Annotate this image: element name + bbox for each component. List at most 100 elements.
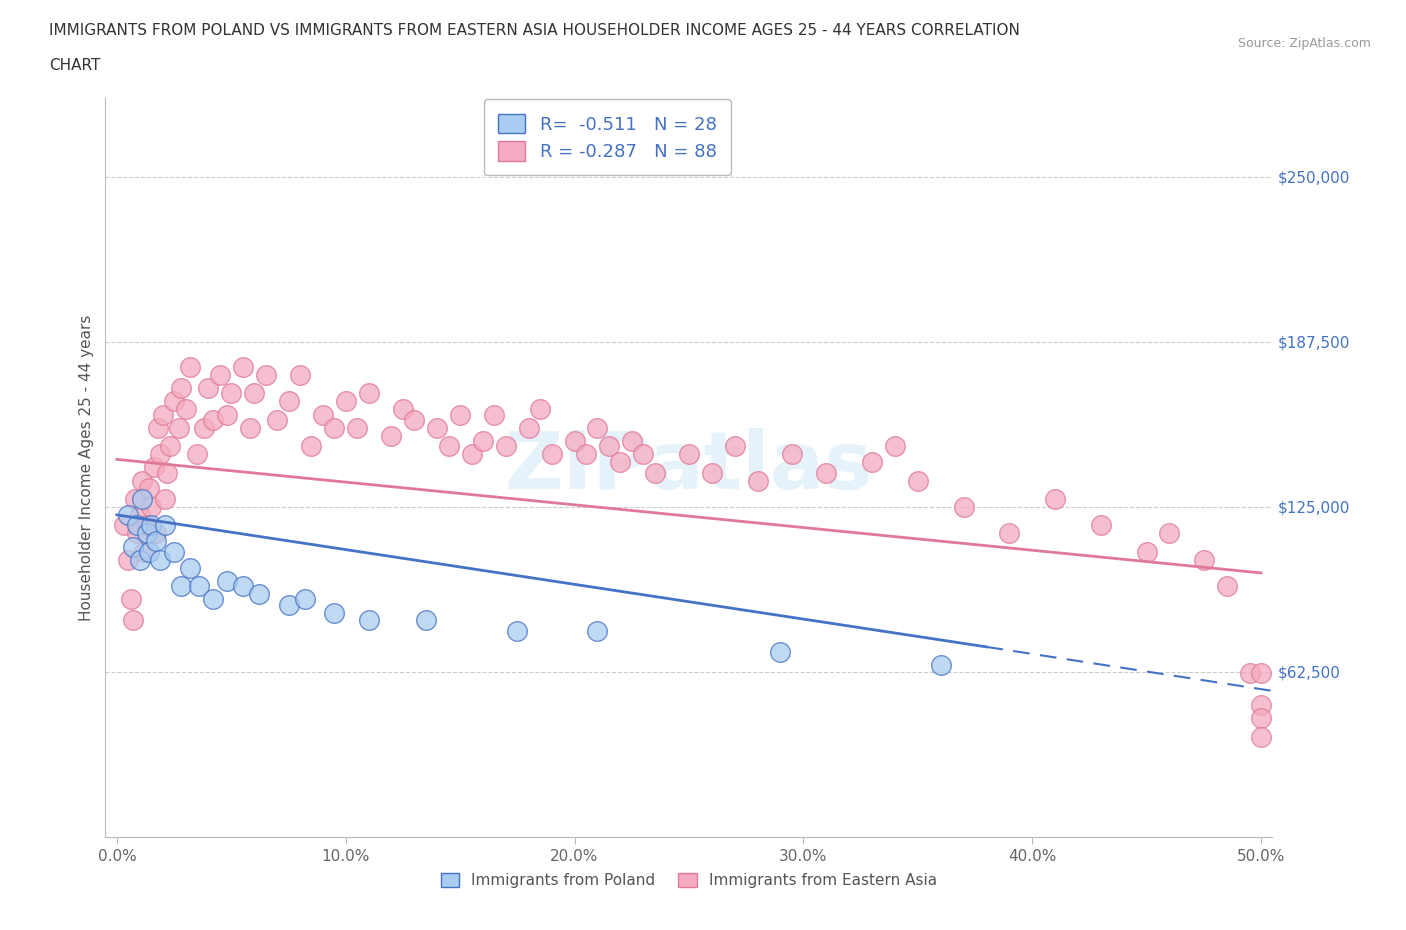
Point xyxy=(145,534,167,549)
Point xyxy=(598,439,620,454)
Point xyxy=(124,492,146,507)
Point xyxy=(232,578,254,593)
Point xyxy=(1192,552,1215,567)
Point xyxy=(769,644,792,659)
Point xyxy=(860,455,883,470)
Point xyxy=(247,587,270,602)
Point xyxy=(1250,711,1272,725)
Point xyxy=(529,402,551,417)
Point xyxy=(208,367,231,382)
Point xyxy=(1159,525,1181,540)
Point xyxy=(294,591,316,606)
Point xyxy=(239,420,262,435)
Point xyxy=(131,492,153,507)
Point xyxy=(174,402,197,417)
Point xyxy=(142,460,165,474)
Point xyxy=(1090,518,1112,533)
Point xyxy=(277,394,299,409)
Point xyxy=(122,613,145,628)
Text: IMMIGRANTS FROM POLAND VS IMMIGRANTS FROM EASTERN ASIA HOUSEHOLDER INCOME AGES 2: IMMIGRANTS FROM POLAND VS IMMIGRANTS FRO… xyxy=(49,23,1021,38)
Point xyxy=(152,407,174,422)
Point xyxy=(135,525,157,540)
Point xyxy=(232,360,254,375)
Point xyxy=(449,407,471,422)
Point xyxy=(392,402,415,417)
Point xyxy=(415,613,437,628)
Point xyxy=(1215,578,1237,593)
Point xyxy=(517,420,540,435)
Point xyxy=(145,525,167,540)
Point xyxy=(1250,666,1272,681)
Point xyxy=(163,394,186,409)
Point xyxy=(644,465,666,480)
Point xyxy=(357,386,380,401)
Point xyxy=(472,433,495,448)
Point xyxy=(907,473,929,488)
Point xyxy=(575,446,598,461)
Point xyxy=(215,407,238,422)
Point xyxy=(201,591,224,606)
Point xyxy=(288,367,311,382)
Point xyxy=(188,578,211,593)
Point xyxy=(201,412,224,427)
Point xyxy=(506,624,529,639)
Text: CHART: CHART xyxy=(49,58,101,73)
Point xyxy=(724,439,747,454)
Point xyxy=(127,518,149,533)
Point xyxy=(197,380,219,395)
Point xyxy=(167,420,190,435)
Point xyxy=(586,420,609,435)
Point xyxy=(1239,666,1261,681)
Point xyxy=(163,544,186,559)
Point xyxy=(952,499,974,514)
Point xyxy=(700,465,723,480)
Point xyxy=(221,386,243,401)
Point xyxy=(495,439,517,454)
Point xyxy=(159,439,181,454)
Point xyxy=(564,433,586,448)
Point xyxy=(186,446,208,461)
Point xyxy=(929,658,952,672)
Point xyxy=(117,552,139,567)
Point xyxy=(620,433,643,448)
Point xyxy=(128,552,150,567)
Point xyxy=(609,455,631,470)
Point xyxy=(170,578,193,593)
Point xyxy=(243,386,266,401)
Point xyxy=(460,446,482,461)
Point xyxy=(122,539,145,554)
Point xyxy=(1250,729,1272,744)
Point xyxy=(437,439,460,454)
Point xyxy=(586,624,609,639)
Point xyxy=(1250,698,1272,712)
Point xyxy=(998,525,1021,540)
Point xyxy=(540,446,562,461)
Point xyxy=(149,446,172,461)
Point xyxy=(883,439,905,454)
Point xyxy=(312,407,335,422)
Point xyxy=(426,420,449,435)
Point xyxy=(153,492,176,507)
Point xyxy=(120,591,142,606)
Point xyxy=(780,446,803,461)
Point xyxy=(299,439,322,454)
Point xyxy=(277,597,299,612)
Point xyxy=(254,367,277,382)
Point xyxy=(747,473,769,488)
Point xyxy=(266,412,288,427)
Point xyxy=(179,360,201,375)
Point xyxy=(127,525,149,540)
Point xyxy=(141,518,163,533)
Point xyxy=(153,518,176,533)
Legend: Immigrants from Poland, Immigrants from Eastern Asia: Immigrants from Poland, Immigrants from … xyxy=(433,866,945,896)
Point xyxy=(1135,544,1157,559)
Point xyxy=(135,518,157,533)
Point xyxy=(815,465,838,480)
Point xyxy=(170,380,193,395)
Point xyxy=(112,518,135,533)
Point xyxy=(131,473,153,488)
Point xyxy=(156,465,179,480)
Point xyxy=(146,420,169,435)
Point xyxy=(141,499,163,514)
Point xyxy=(678,446,700,461)
